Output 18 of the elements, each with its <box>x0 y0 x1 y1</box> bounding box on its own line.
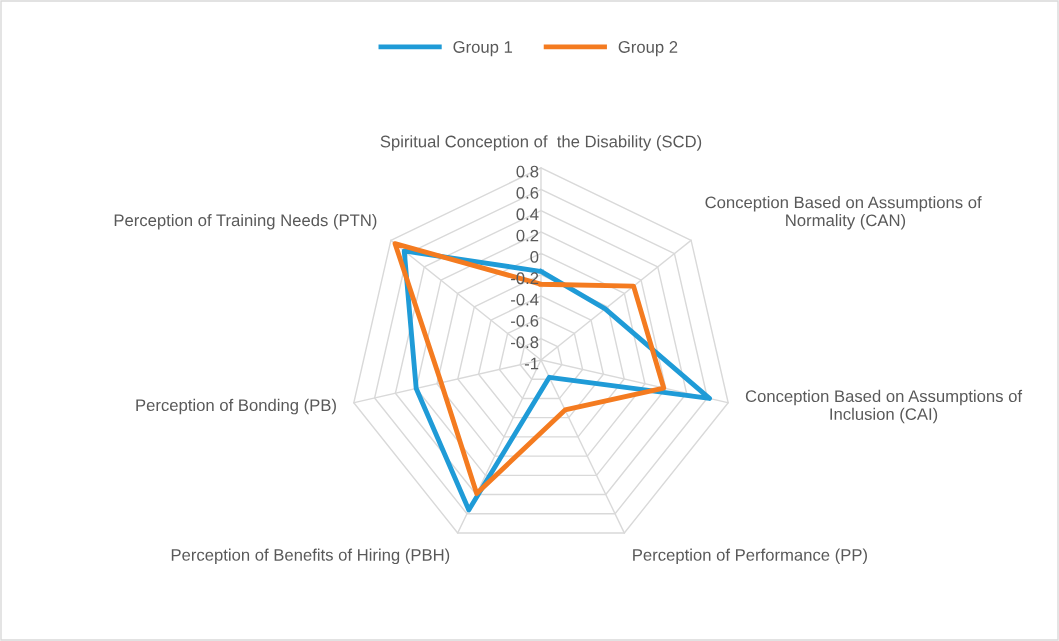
y-tick-label: 0.8 <box>516 165 539 178</box>
y-tick-label: 0.2 <box>516 229 539 242</box>
y-tick-label: 0.4 <box>516 208 539 221</box>
spoke-label: Perception of Performance (PP) <box>633 548 867 565</box>
y-tick-label: 0 <box>530 251 539 263</box>
legend-label: Group 2 <box>618 41 678 57</box>
y-tick-label: 0.6 <box>516 187 539 199</box>
y-tick-label: -0.6 <box>511 315 539 327</box>
legend-label: Group 1 <box>453 41 513 57</box>
spoke-label: Perception of Benefits of Hiring (PBH) <box>171 548 450 565</box>
spoke-label: Spiritual Conception of the Disability (SCD) <box>380 135 702 151</box>
spoke-label: Conception Based on Assumptions of Normality (CAN) <box>705 196 982 230</box>
y-tick-label: -0.8 <box>511 336 539 349</box>
y-tick-label: -1 <box>524 357 539 370</box>
spoke-label: Perception of Training Needs (PTN) <box>114 213 377 230</box>
y-tick-label: -0.4 <box>511 293 539 306</box>
spoke-label: Conception Based on Assumptions of Inclusion (CAI) <box>745 389 1023 424</box>
spoke-label: Perception of Bonding (PB) <box>136 398 336 415</box>
